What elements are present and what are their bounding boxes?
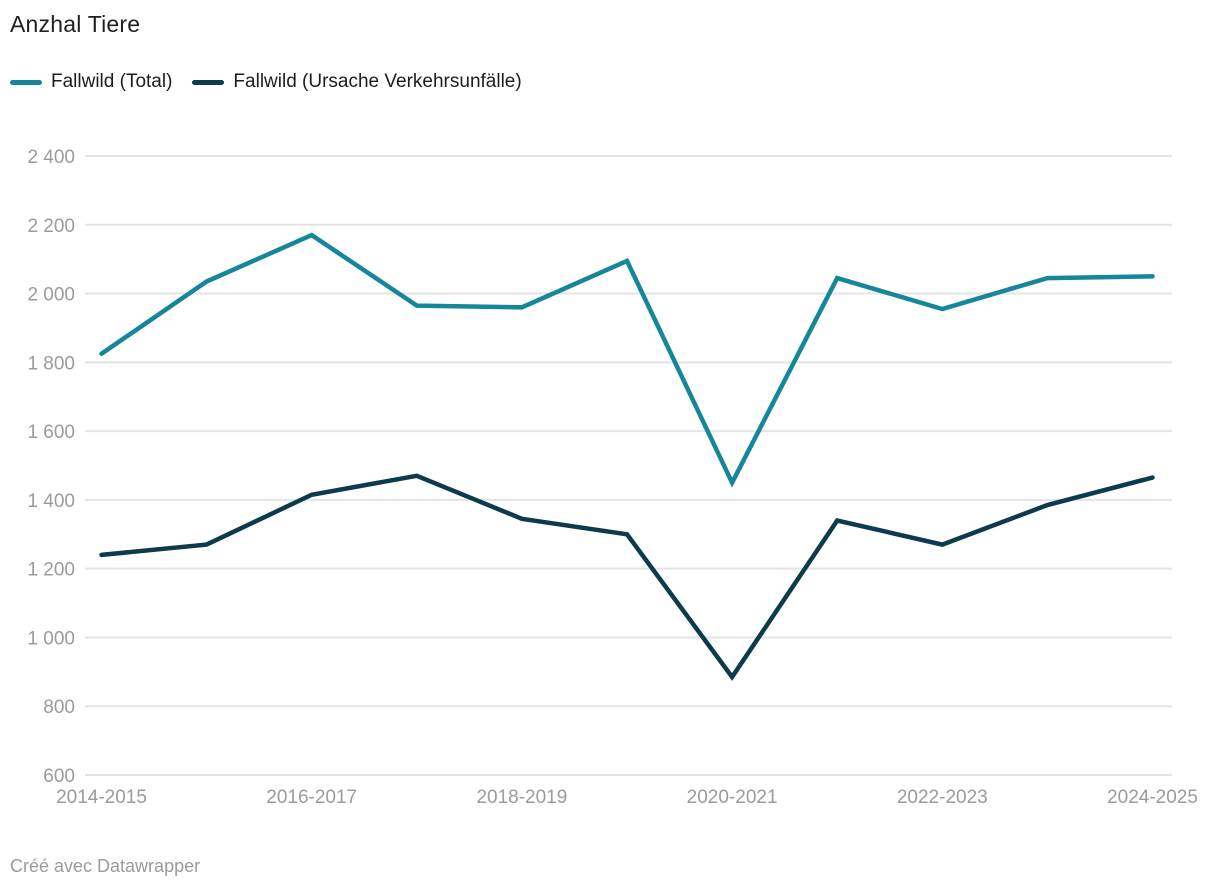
legend-swatch-fallwild-total [10,79,42,85]
legend-label-fallwild-total: Fallwild (Total) [51,71,173,92]
y-axis-tick-label: 800 [43,697,75,718]
x-axis-tick-label: 2018-2019 [476,787,567,808]
y-axis-tick-label: 1 000 [27,628,75,649]
chart-title: Anzhal Tiere [10,11,141,37]
series-line-fallwild-verkehrsunfaelle[interactable] [99,473,1155,681]
y-axis-tick-label: 2 400 [27,147,75,168]
y-axis-tick-label: 2 000 [27,285,75,306]
x-axis-tick-label: 2024-2025 [1107,787,1198,808]
line-chart-plot-area: 600 800 1 000 1 200 1 400 1 600 1 800 2 000 2 20… [27,147,1198,808]
series-line-fallwild-total[interactable] [99,232,1155,488]
y-axis-tick-label: 1 200 [27,560,75,581]
y-axis-tick-label: 1 600 [27,422,75,443]
legend-swatch-fallwild-verkehrsunfaelle [192,79,225,85]
x-axis-tick-label: 2022-2023 [897,787,988,808]
datawrapper-attribution-link[interactable]: Créé avec Datawrapper [10,856,201,876]
y-axis-tick-label: 1 800 [27,353,75,374]
y-axis-tick-label: 2 200 [27,216,75,237]
x-axis-tick-label: 2020-2021 [687,787,778,808]
y-axis-tick-label: 600 [43,766,75,787]
legend-item-fallwild-verkehrsunfaelle: Fallwild (Ursache Verkehrsunfälle) [192,71,522,93]
x-axis-tick-label: 2014-2015 [56,787,147,808]
x-axis-tick-label: 2016-2017 [266,787,357,808]
legend-item-fallwild-total: Fallwild (Total) [10,71,172,93]
legend-label-fallwild-verkehrsunfaelle: Fallwild (Ursache Verkehrsunfälle) [233,71,522,92]
chart-legend: Fallwild (Total) Fallwild (Ursache Verke… [10,71,522,93]
y-axis-tick-label: 1 400 [27,491,75,512]
